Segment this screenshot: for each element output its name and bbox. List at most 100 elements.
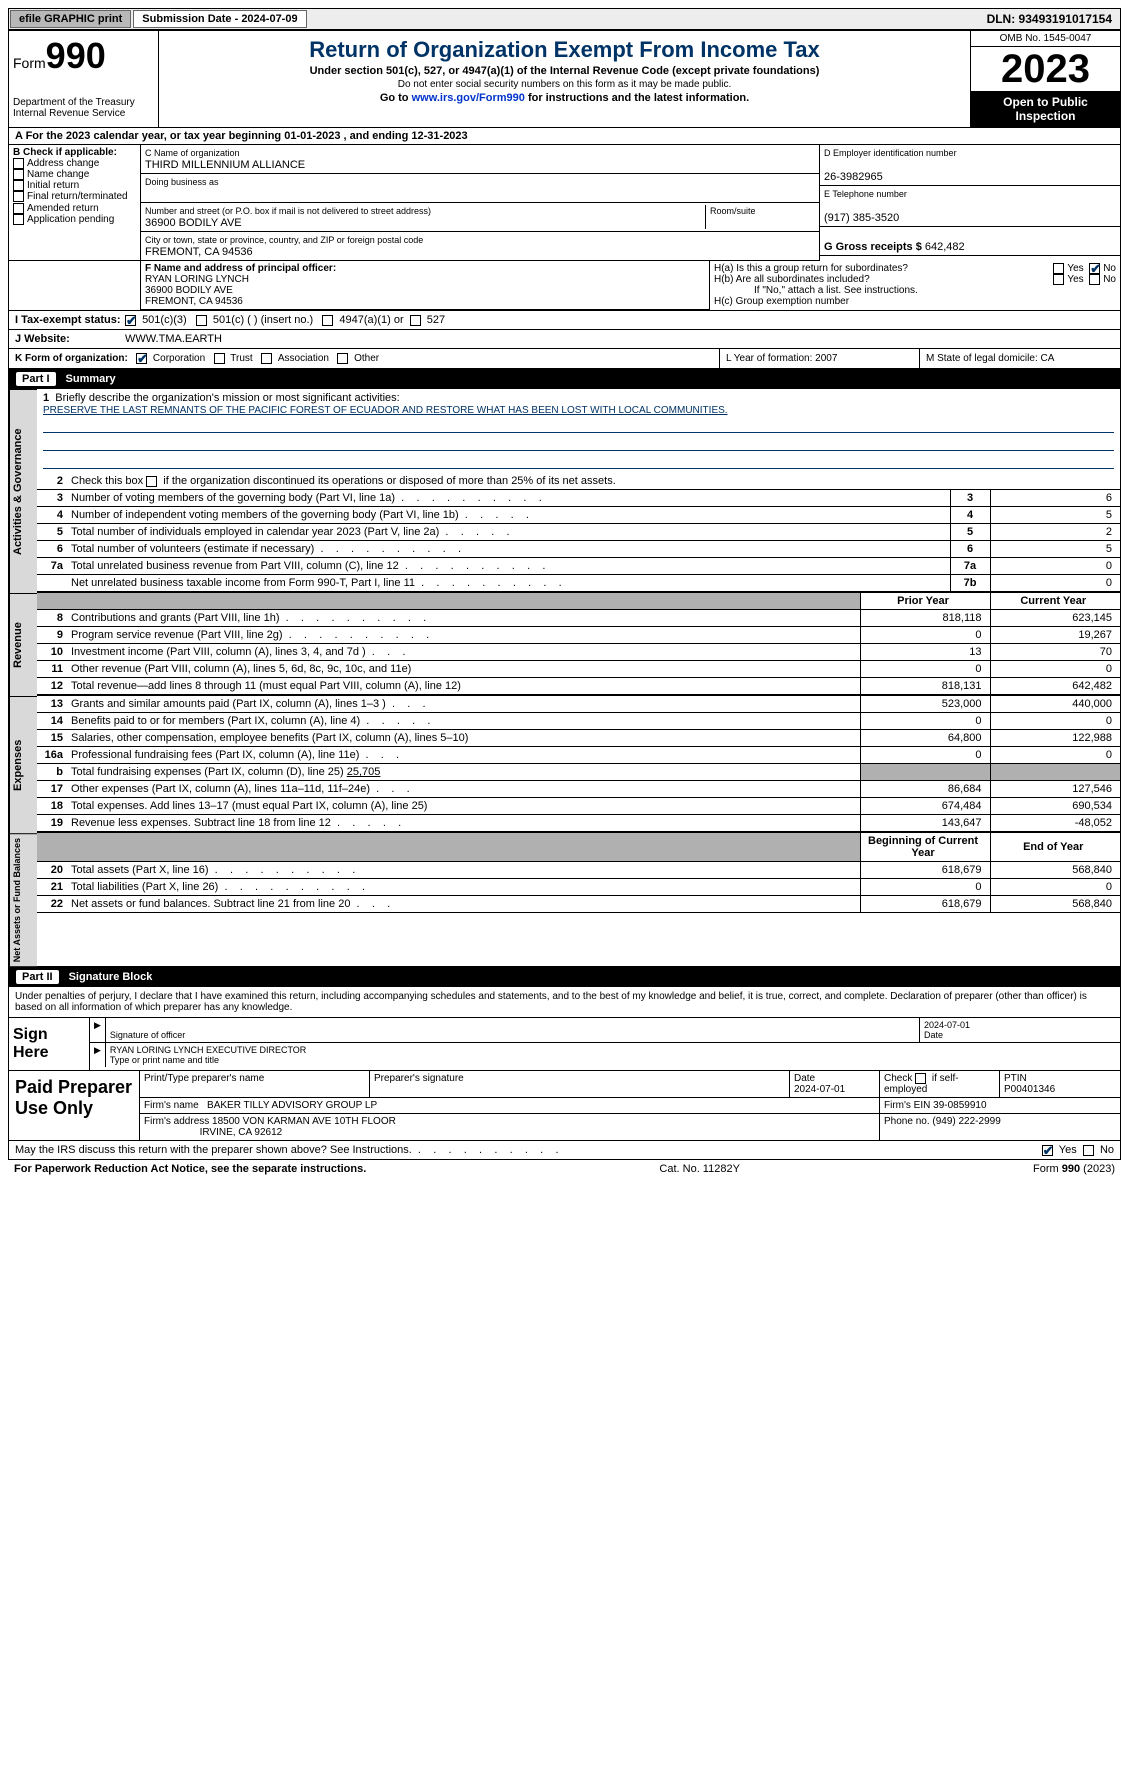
c9: 19,267 <box>990 627 1120 644</box>
opt-other: Other <box>354 353 379 364</box>
b21: 0 <box>860 879 990 896</box>
l18: Total expenses. Add lines 13–17 (must eq… <box>71 800 427 812</box>
chk-amended[interactable] <box>13 203 24 214</box>
part2-badge: Part II <box>16 970 59 984</box>
officer-addr1: 36900 BODILY AVE <box>145 285 233 296</box>
chk-app-pending[interactable] <box>13 214 24 225</box>
part2-header: Part II Signature Block <box>8 967 1121 987</box>
form-ref: Form 990 (2023) <box>1033 1163 1115 1175</box>
chk-self-employed[interactable] <box>915 1073 926 1084</box>
chk-assoc[interactable] <box>261 353 272 364</box>
e21: 0 <box>990 879 1120 896</box>
lbl-room: Room/suite <box>710 206 756 216</box>
c18: 690,534 <box>990 798 1120 815</box>
efile-print-button[interactable]: efile GRAPHIC print <box>10 10 131 28</box>
chk-hb-no[interactable] <box>1089 274 1100 285</box>
l7b: Net unrelated business taxable income fr… <box>71 577 562 589</box>
opt-501c: 501(c) ( ) (insert no.) <box>213 314 313 326</box>
officer-name: RYAN LORING LYNCH <box>145 274 249 285</box>
l13: Grants and similar amounts paid (Part IX… <box>71 698 426 710</box>
chk-corp[interactable] <box>136 353 147 364</box>
p16a: 0 <box>860 747 990 764</box>
chk-name-change[interactable] <box>13 169 24 180</box>
vtab-expenses: Expenses <box>9 696 37 833</box>
opt-trust: Trust <box>230 353 252 364</box>
chk-ha-yes[interactable] <box>1053 263 1064 274</box>
vtab-netassets: Net Assets or Fund Balances <box>9 833 37 966</box>
c15: 122,988 <box>990 730 1120 747</box>
tax-year-begin: 01-01-2023 <box>284 130 340 142</box>
l7a: Total unrelated business revenue from Pa… <box>71 560 545 572</box>
lbl-firm-addr: Firm's address <box>144 1116 212 1127</box>
l16a: Professional fundraising fees (Part IX, … <box>71 749 399 761</box>
chk-527[interactable] <box>410 315 421 326</box>
p12: 818,131 <box>860 678 990 695</box>
b20: 618,679 <box>860 862 990 879</box>
part1-badge: Part I <box>16 372 56 386</box>
mission-text: PRESERVE THE LAST REMNANTS OF THE PACIFI… <box>43 405 728 416</box>
lbl-mission: Briefly describe the organization's miss… <box>55 392 399 404</box>
lbl-ein: D Employer identification number <box>824 148 957 158</box>
lbl-amended: Amended return <box>27 203 99 214</box>
chk-ha-no[interactable] <box>1089 263 1100 274</box>
chk-4947[interactable] <box>322 315 333 326</box>
chk-discontinued[interactable] <box>146 476 157 487</box>
chk-may-no[interactable] <box>1083 1145 1094 1156</box>
arrow-icon: ▶ <box>90 1043 106 1067</box>
v7b: 0 <box>990 575 1120 592</box>
state-domicile: M State of legal domicile: CA <box>920 349 1120 368</box>
l3: Number of voting members of the governin… <box>71 492 542 504</box>
lbl-form-org: K Form of organization: <box>15 353 128 364</box>
e22: 568,840 <box>990 896 1120 913</box>
chk-address-change[interactable] <box>13 158 24 169</box>
chk-501c[interactable] <box>196 315 207 326</box>
v5: 2 <box>990 524 1120 541</box>
gross-receipts: 642,482 <box>925 241 965 253</box>
p13: 523,000 <box>860 696 990 713</box>
v6: 5 <box>990 541 1120 558</box>
l2: Check this box if the organization disco… <box>71 475 616 487</box>
lbl-ptin: PTIN <box>1004 1073 1027 1084</box>
p19: 143,647 <box>860 815 990 832</box>
l4: Number of independent voting members of … <box>71 509 529 521</box>
p18: 674,484 <box>860 798 990 815</box>
sig-date: 2024-07-01 <box>924 1020 970 1030</box>
lbl-hb-yes: Yes <box>1067 274 1083 285</box>
chk-initial-return[interactable] <box>13 180 24 191</box>
officer-addr2: FREMONT, CA 94536 <box>145 296 243 307</box>
l20: Total assets (Part X, line 16) <box>71 864 355 876</box>
chk-final-return[interactable] <box>13 191 24 202</box>
chk-trust[interactable] <box>214 353 225 364</box>
lbl-ha-no: No <box>1103 263 1116 274</box>
chk-501c3[interactable] <box>125 315 136 326</box>
lbl-address-change: Address change <box>27 158 99 169</box>
firm-addr1: 18500 VON KARMAN AVE 10TH FLOOR <box>212 1116 396 1127</box>
mission-underline <box>43 455 1114 469</box>
year-formation: L Year of formation: 2007 <box>720 349 920 368</box>
dln: DLN: 93493191017154 <box>987 12 1120 26</box>
submission-date: Submission Date - 2024-07-09 <box>133 10 306 28</box>
irs-link[interactable]: www.irs.gov/Form990 <box>412 92 525 104</box>
lbl-prep-date: Date <box>794 1073 815 1084</box>
ptin: P00401346 <box>1004 1084 1055 1095</box>
mission-underline <box>43 419 1114 433</box>
lbl-name-change: Name change <box>27 169 89 180</box>
lbl-officer: F Name and address of principal officer: <box>145 263 336 274</box>
vtab-governance: Activities & Governance <box>9 389 37 593</box>
chk-other[interactable] <box>337 353 348 364</box>
may-text: May the IRS discuss this return with the… <box>15 1144 1042 1156</box>
lbl-may-yes: Yes <box>1059 1144 1077 1156</box>
firm-ein: 39-0859910 <box>933 1100 986 1111</box>
l9: Program service revenue (Part VIII, line… <box>71 629 429 641</box>
l16b: Total fundraising expenses (Part IX, col… <box>71 766 347 778</box>
lbl-print-name: Print/Type preparer's name <box>140 1071 370 1097</box>
chk-may-yes[interactable] <box>1042 1145 1053 1156</box>
l21: Total liabilities (Part X, line 26) <box>71 881 365 893</box>
opt-assoc: Association <box>278 353 329 364</box>
chk-hb-yes[interactable] <box>1053 274 1064 285</box>
e20: 568,840 <box>990 862 1120 879</box>
may-discuss-row: May the IRS discuss this return with the… <box>8 1141 1121 1160</box>
p17: 86,684 <box>860 781 990 798</box>
lbl-self-emp: Check if self-employed <box>884 1073 959 1095</box>
summary-grid: Activities & Governance 1 Briefly descri… <box>8 389 1121 967</box>
